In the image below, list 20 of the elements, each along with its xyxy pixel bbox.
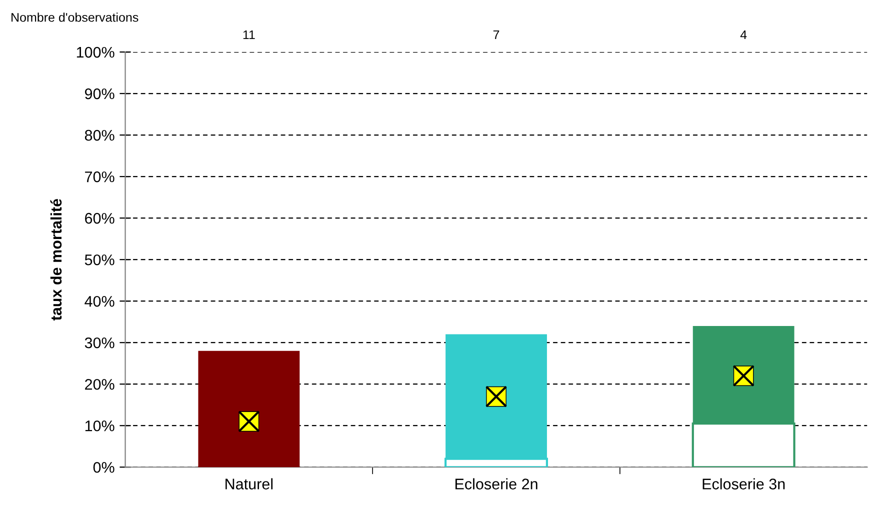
y-tick-label: 20% xyxy=(85,378,114,390)
x-tick-label: Ecloserie 2n xyxy=(455,478,538,490)
y-tick-label: 100% xyxy=(76,46,114,58)
y-tick-label: 30% xyxy=(84,337,114,348)
y-tick-label: 90% xyxy=(84,88,114,100)
text: 4 xyxy=(740,30,747,40)
x-tick-label: Naturel xyxy=(226,478,273,490)
y-tick-label: 80% xyxy=(84,130,114,141)
text: Nombre d'observations xyxy=(12,12,138,22)
text: 11 xyxy=(243,30,255,40)
y-tick-label: 50% xyxy=(84,254,114,266)
text: 7 xyxy=(493,30,500,40)
x-tick-label: Ecloserie 3n xyxy=(702,478,785,490)
y-tick-label: 10% xyxy=(85,420,114,432)
y-tick-label: 70% xyxy=(85,171,114,182)
y-tick-label: 60% xyxy=(85,212,114,224)
bar xyxy=(198,350,300,468)
y-axis-title: taux de mortalité xyxy=(50,198,62,321)
y-tick-label: 40% xyxy=(84,296,114,307)
y-tick-label: 0% xyxy=(93,462,114,473)
